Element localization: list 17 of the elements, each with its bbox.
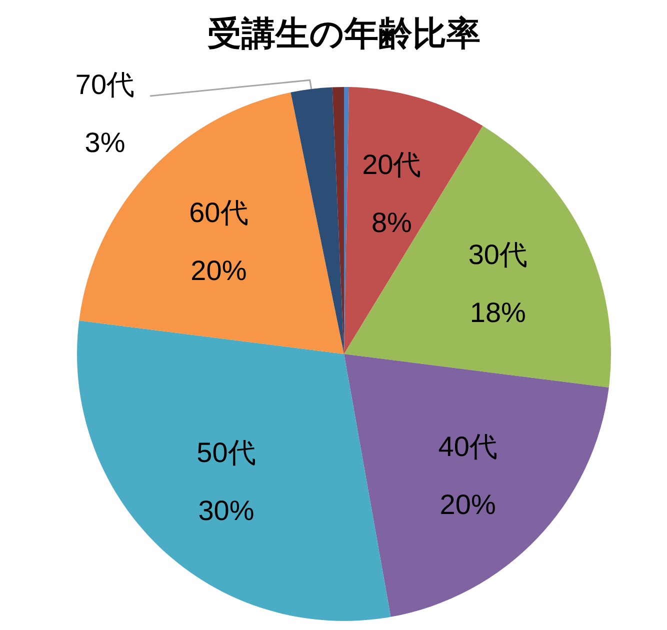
data-label: 20% bbox=[440, 488, 496, 520]
slice-label: 60代 bbox=[189, 196, 248, 228]
slice-label: 50代 bbox=[196, 436, 256, 468]
pie-slice bbox=[290, 87, 344, 354]
slice-label: 70代 bbox=[75, 69, 135, 100]
slice-label: 20代 bbox=[362, 148, 422, 180]
pie-slice bbox=[344, 354, 609, 617]
slice-label: 30代 bbox=[468, 238, 528, 270]
data-label: 8% bbox=[371, 206, 412, 238]
chart-title: 受講生の年齢比率 bbox=[208, 15, 480, 53]
data-label: 30% bbox=[198, 494, 254, 526]
data-label: 20% bbox=[190, 254, 247, 286]
data-label: 3% bbox=[84, 127, 126, 158]
pie-slice bbox=[77, 320, 391, 621]
slice-label: 40代 bbox=[438, 430, 498, 462]
pie-slice bbox=[344, 126, 611, 388]
data-label: 18% bbox=[470, 296, 526, 328]
